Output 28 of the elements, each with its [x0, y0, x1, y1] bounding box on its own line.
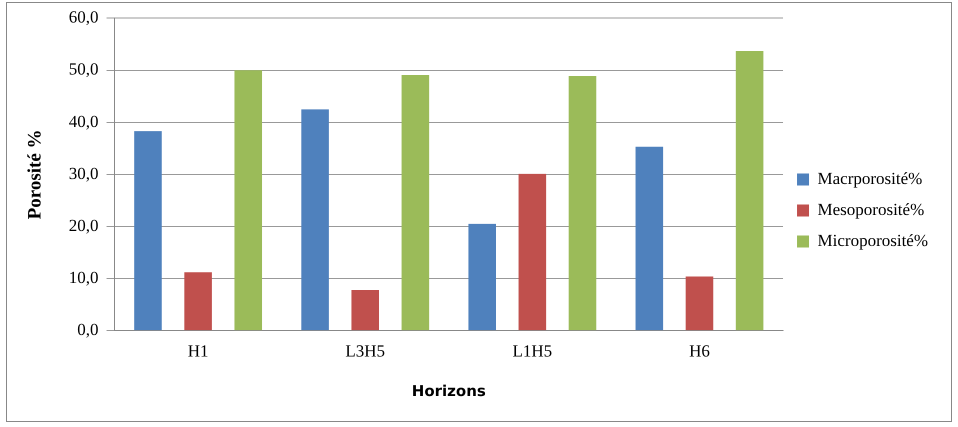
- y-tick-label: 20,0: [68, 216, 99, 235]
- bar: [234, 70, 262, 330]
- bar: [636, 146, 664, 330]
- x-tick-label: L3H5: [345, 341, 386, 360]
- y-tick-label: 50,0: [68, 60, 99, 79]
- bar: [301, 109, 329, 330]
- y-tick-label: 30,0: [68, 164, 99, 183]
- y-tick-label: 10,0: [68, 268, 99, 287]
- bar: [402, 74, 430, 330]
- bar: [568, 76, 596, 330]
- legend-label: Mesoporosité%: [818, 200, 924, 219]
- bar: [736, 51, 764, 330]
- bar: [686, 276, 714, 330]
- bar: [184, 272, 212, 330]
- legend-label: Microporosité%: [818, 230, 928, 250]
- bar: [134, 131, 162, 330]
- y-tick-label: 40,0: [68, 112, 99, 131]
- y-tick-label: 60,0: [68, 8, 99, 27]
- x-tick-label: L1H5: [512, 341, 552, 360]
- bar: [518, 174, 546, 330]
- bar: [351, 290, 380, 330]
- legend-label: Macrporosité%: [818, 168, 922, 188]
- y-tick-label: 0,0: [77, 320, 99, 340]
- x-axis-title: Horizons: [412, 382, 486, 400]
- x-tick-label: H1: [188, 341, 208, 360]
- x-tick-label: H6: [689, 341, 710, 360]
- y-axis-title: Porosité %: [24, 129, 46, 220]
- bar: [468, 224, 496, 330]
